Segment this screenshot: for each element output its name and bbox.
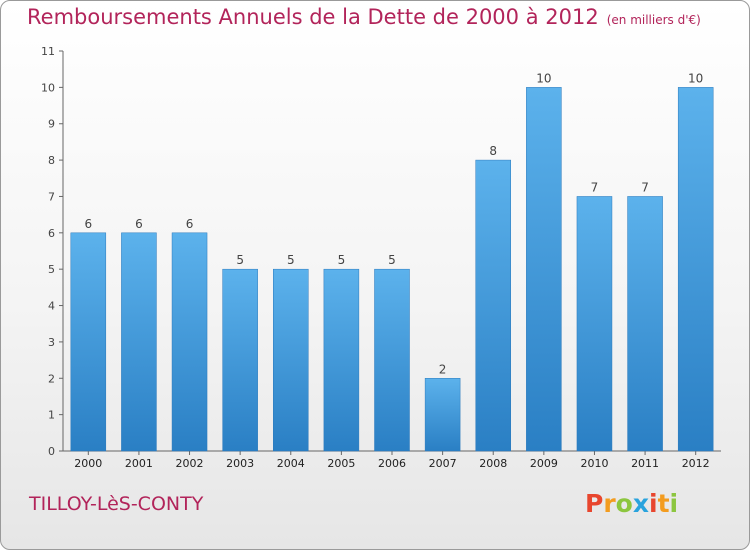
y-tick-label: 9	[48, 118, 55, 131]
bar	[121, 232, 157, 452]
x-tick-label: 2000	[74, 457, 102, 470]
bar	[677, 87, 714, 452]
bar-value-label: 7	[641, 180, 649, 194]
x-tick-label: 2012	[682, 457, 710, 470]
x-tick-label: 2002	[176, 457, 204, 470]
y-tick-label: 10	[41, 81, 55, 94]
bar	[374, 268, 410, 452]
bar	[323, 268, 360, 452]
proxiti-logo: Proxiti	[585, 489, 678, 518]
bar-value-label: 6	[135, 217, 143, 231]
chart-title-text: Remboursements Annuels de la Dette de 20…	[27, 5, 599, 29]
y-tick-label: 8	[48, 154, 55, 167]
x-tick-label: 2010	[580, 457, 608, 470]
bar-value-label: 10	[688, 71, 703, 85]
x-tick-label: 2007	[429, 457, 457, 470]
x-tick-label: 2005	[327, 457, 355, 470]
logo-letter: i	[669, 489, 679, 518]
logo-letter: o	[615, 489, 633, 518]
x-tick-label: 2001	[125, 457, 153, 470]
bar	[627, 196, 663, 452]
bar-value-label: 5	[287, 253, 295, 267]
bar	[576, 196, 613, 452]
bar-value-label: 2	[439, 362, 447, 376]
x-tick-label: 2011	[631, 457, 659, 470]
chart-bars: 6 6 6 5 5 5 5 2 8 10 7 7 10	[70, 71, 714, 452]
bar-value-label: 5	[236, 253, 244, 267]
y-tick-label: 7	[48, 190, 55, 203]
y-tick-label: 2	[48, 372, 55, 385]
bar-value-label: 7	[591, 180, 599, 194]
bar	[222, 268, 258, 452]
y-tick-label: 1	[48, 409, 55, 422]
x-tick-label: 2008	[479, 457, 507, 470]
commune-name: TILLOY-LèS-CONTY	[29, 493, 204, 515]
bar	[475, 159, 511, 452]
y-tick-label: 0	[48, 445, 55, 458]
y-tick-label: 6	[48, 227, 55, 240]
bar	[273, 268, 309, 452]
logo-letter: t	[657, 489, 670, 518]
x-tick-label: 2003	[226, 457, 254, 470]
chart-subtitle: (en milliers d'€)	[606, 13, 701, 27]
bar-value-label: 6	[84, 217, 92, 231]
bar-value-label: 5	[338, 253, 346, 267]
bar	[526, 87, 562, 452]
bar	[70, 232, 107, 452]
chart-axes: 0 1 2 3 4 5 6 7 8 9 10 11 2000 2001 2002 2003 2004 2005 20…	[41, 45, 721, 470]
bar-value-label: 10	[536, 71, 551, 85]
bar-value-label: 5	[388, 253, 396, 267]
logo-letter: x	[632, 489, 649, 518]
y-tick-label: 3	[48, 336, 55, 349]
y-tick-label: 11	[41, 45, 55, 58]
bar-value-label: 6	[186, 217, 194, 231]
x-tick-label: 2009	[530, 457, 558, 470]
x-tick-label: 2004	[277, 457, 305, 470]
logo-letter: i	[649, 489, 658, 518]
chart-title: Remboursements Annuels de la Dette de 20…	[27, 5, 701, 29]
bar	[424, 378, 461, 452]
y-tick-label: 4	[48, 300, 55, 313]
y-tick-label: 5	[48, 263, 55, 276]
logo-letter: P	[585, 489, 604, 518]
bar	[171, 232, 208, 452]
logo-letter: r	[603, 489, 616, 518]
bar-value-label: 8	[489, 144, 497, 158]
x-tick-label: 2006	[378, 457, 406, 470]
